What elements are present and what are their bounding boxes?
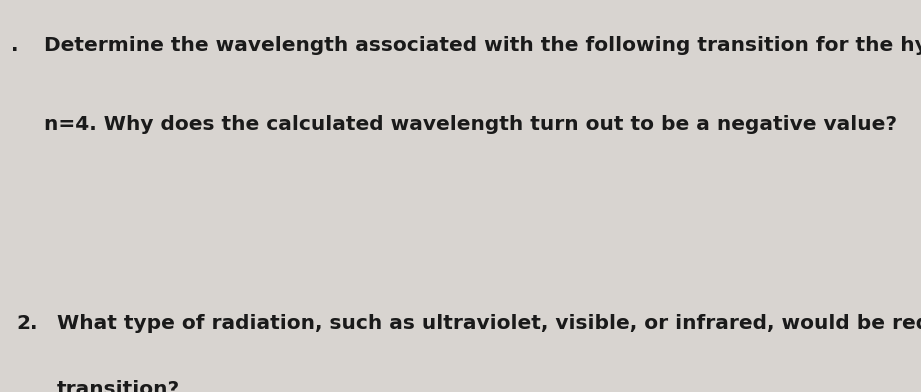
Text: 2.: 2. bbox=[17, 314, 38, 333]
Text: n=4. Why does the calculated wavelength turn out to be a negative value?: n=4. Why does the calculated wavelength … bbox=[43, 115, 896, 134]
Text: Determine the wavelength associated with the following transition for the hydrog: Determine the wavelength associated with… bbox=[43, 36, 921, 55]
Text: What type of radiation, such as ultraviolet, visible, or infrared, would be requ: What type of radiation, such as ultravio… bbox=[57, 314, 921, 333]
Text: .: . bbox=[11, 36, 18, 55]
Text: transition?: transition? bbox=[57, 380, 181, 392]
